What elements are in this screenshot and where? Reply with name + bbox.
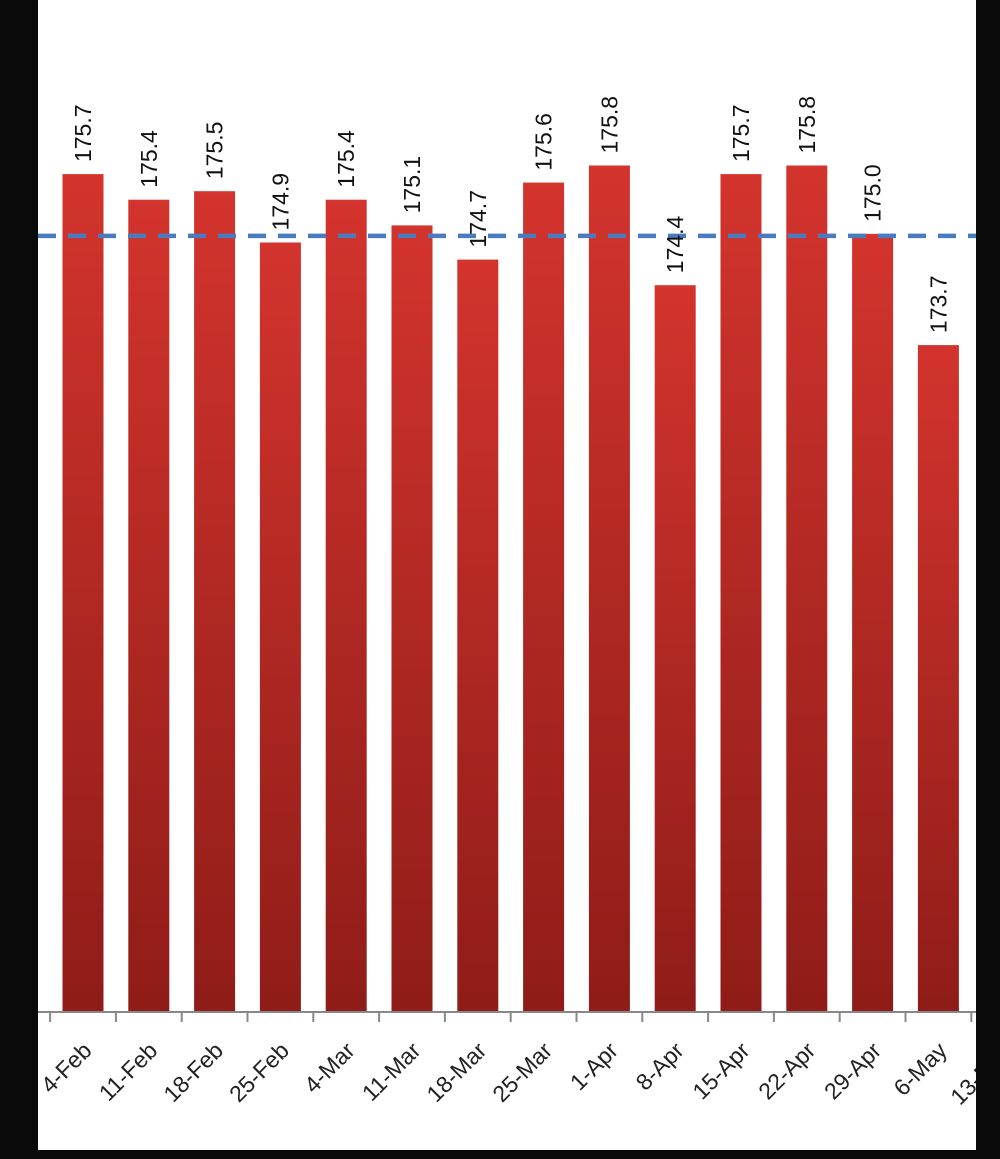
bar-22-Apr: [786, 165, 828, 1012]
bar-6-May: [917, 345, 959, 1013]
bar-1-Apr: [588, 165, 630, 1012]
x-tick-label: 1-Apr: [565, 1037, 623, 1095]
bar-value-label: 174.9: [267, 173, 293, 231]
x-tick-label: 11-Mar: [357, 1037, 426, 1106]
bar-25-Feb: [259, 242, 301, 1012]
x-tick-label: 18-Feb: [158, 1037, 228, 1107]
bar-value-label: 175.8: [596, 96, 622, 154]
x-tick-label: 29-Apr: [819, 1037, 886, 1104]
bar-15-Apr: [720, 174, 762, 1013]
bar-value-label: 175.1: [399, 156, 425, 214]
x-tick-label: 13-May: [945, 1037, 976, 1110]
bar-18-Feb: [194, 191, 236, 1012]
x-tick-label: 6-May: [888, 1037, 952, 1101]
bar-value-label: 175.8: [794, 96, 820, 154]
bar-value-label: 174.7: [465, 190, 491, 248]
bar-value-label: 175.5: [202, 122, 228, 180]
bar-25-Mar: [523, 182, 565, 1013]
bar-chart: 175.7 175.4 175.5 174.9 175.4 175.1 174.7 175.6…: [38, 96, 976, 1110]
x-tick-label: 25-Feb: [224, 1037, 294, 1107]
bar-8-Apr: [654, 285, 696, 1012]
bar-11-Mar: [391, 225, 433, 1012]
bar-value-label: 174.4: [662, 215, 688, 273]
bar-value-label: 175.4: [136, 130, 162, 188]
x-tick-label: 25-Mar: [487, 1037, 557, 1107]
bar-value-label: 175.6: [531, 113, 557, 171]
bar-29-Apr: [852, 233, 894, 1012]
bar-value-label: 175.0: [860, 164, 886, 222]
bar-11-Feb: [128, 199, 170, 1012]
bar-18-Mar: [457, 259, 499, 1013]
x-tick-label: 8-Apr: [631, 1037, 689, 1095]
bar-value-label: 175.7: [728, 104, 754, 162]
x-tick-label: 4-Mar: [299, 1037, 360, 1098]
x-tick-label: 18-Mar: [421, 1037, 491, 1107]
bar-value-label: 175.7: [70, 104, 96, 162]
chart-panel: 175.7 175.4 175.5 174.9 175.4 175.1 174.7 175.6…: [38, 0, 976, 1150]
x-tick-label: 11-Feb: [94, 1037, 163, 1106]
bar-4-Mar: [325, 199, 367, 1012]
bar-value-label: 173.7: [925, 276, 951, 334]
bar-4-Feb: [62, 174, 104, 1013]
x-tick-label: 22-Apr: [753, 1037, 820, 1104]
x-tick-label: 15-Apr: [687, 1037, 754, 1104]
x-tick-label: 4-Feb: [38, 1037, 97, 1098]
bar-value-label: 175.4: [333, 130, 359, 188]
